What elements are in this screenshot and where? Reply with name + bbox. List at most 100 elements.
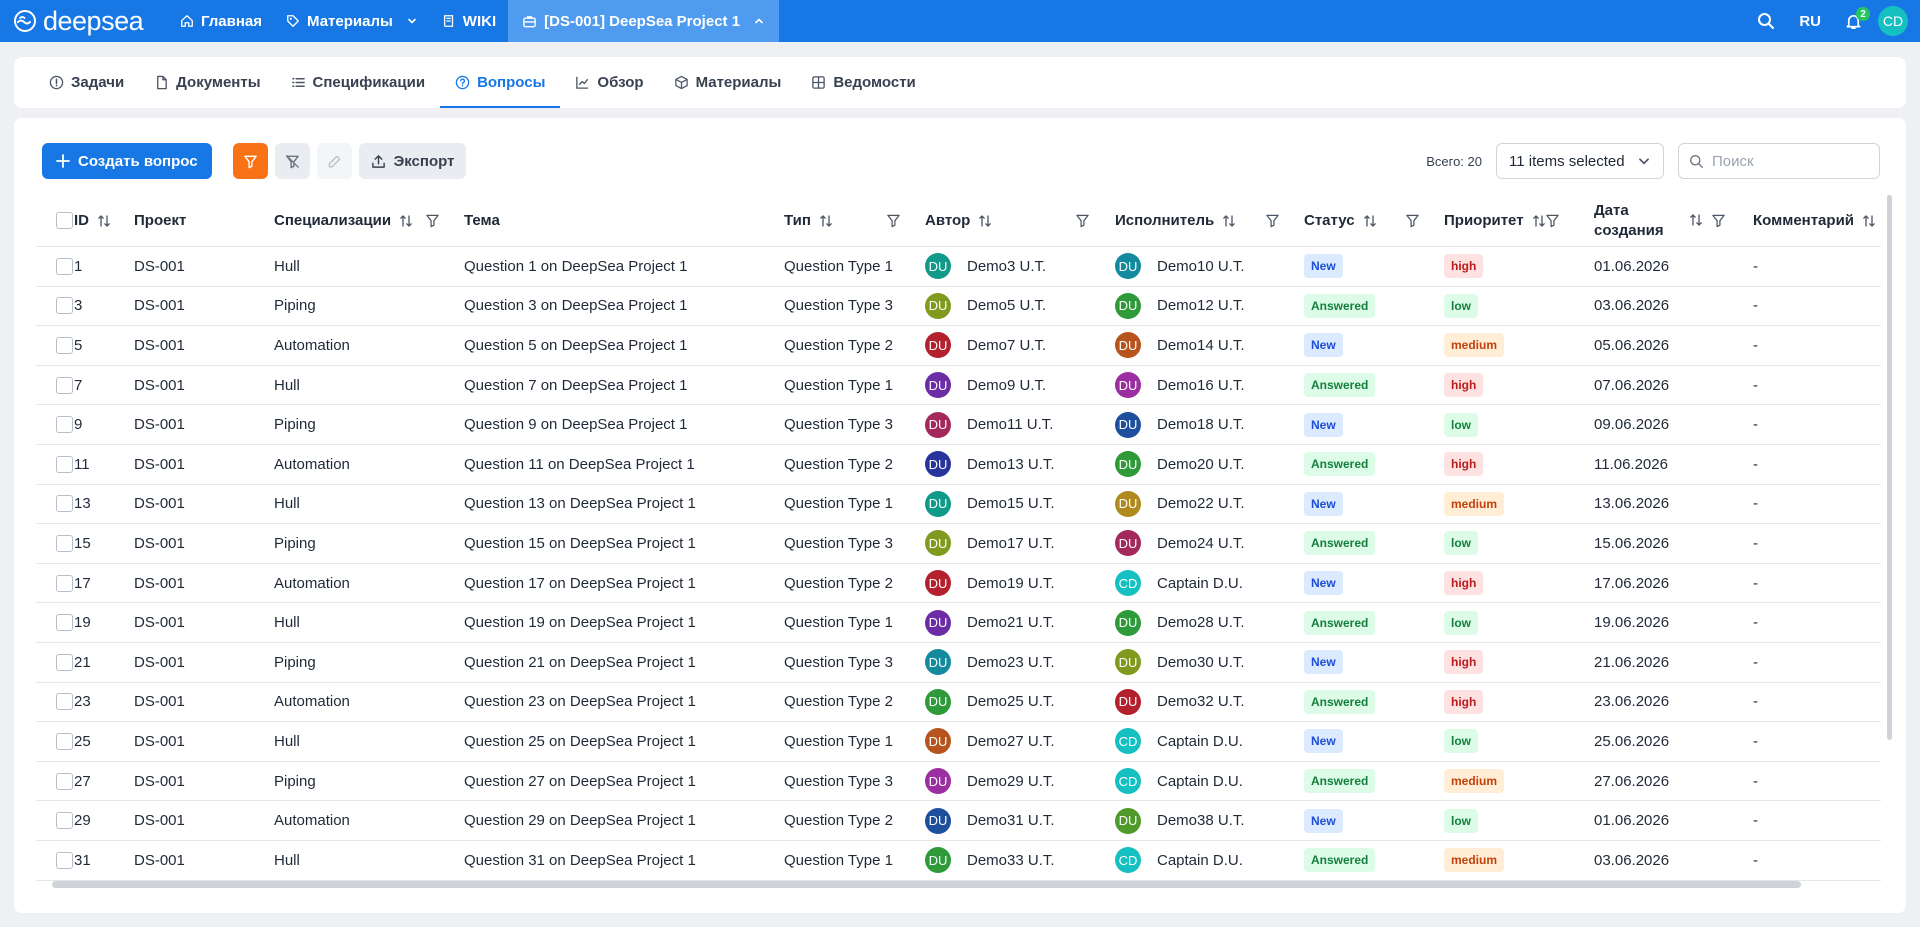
- row-checkbox[interactable]: [56, 247, 73, 286]
- cell-topic[interactable]: Question 27 on DeepSea Project 1: [464, 772, 696, 790]
- header-priority[interactable]: Приоритет: [1444, 195, 1546, 246]
- row-checkbox[interactable]: [56, 603, 73, 642]
- filter-icon[interactable]: [425, 213, 440, 228]
- select-all-checkbox[interactable]: [56, 195, 73, 246]
- table-row[interactable]: 9 DS-001 Piping Question 9 on DeepSea Proje…: [36, 405, 1881, 445]
- row-checkbox[interactable]: [56, 643, 73, 682]
- table-row[interactable]: 19 DS-001 Hull Question 19 on DeepSea Proje…: [36, 603, 1881, 643]
- nav-home[interactable]: Главная: [168, 0, 274, 42]
- row-checkbox[interactable]: [56, 762, 73, 801]
- row-checkbox[interactable]: [56, 485, 73, 524]
- tab-registers[interactable]: Ведомости: [796, 57, 930, 108]
- tab-questions[interactable]: Вопросы: [440, 57, 561, 108]
- cell-topic[interactable]: Question 5 on DeepSea Project 1: [464, 336, 688, 354]
- tab-tasks[interactable]: Задачи: [34, 57, 139, 108]
- user-avatar[interactable]: CD: [1878, 6, 1908, 36]
- filter-icon[interactable]: [886, 213, 901, 228]
- row-checkbox[interactable]: [56, 326, 73, 365]
- row-checkbox[interactable]: [56, 683, 73, 722]
- table-row[interactable]: 23 DS-001 Automation Question 23 on DeepSea…: [36, 683, 1881, 723]
- columns-select[interactable]: 11 items selected: [1496, 143, 1664, 179]
- header-spec[interactable]: Специализации: [274, 195, 413, 246]
- cell-topic[interactable]: Question 15 on DeepSea Project 1: [464, 534, 696, 552]
- table-row[interactable]: 3 DS-001 Piping Question 3 on DeepSea Proje…: [36, 287, 1881, 327]
- header-type[interactable]: Тип: [784, 195, 833, 246]
- sort-icon[interactable]: [819, 214, 833, 228]
- row-checkbox[interactable]: [56, 524, 73, 563]
- cell-priority: high: [1444, 247, 1484, 286]
- table-row[interactable]: 21 DS-001 Piping Question 21 on DeepSea Pro…: [36, 643, 1881, 683]
- search-input[interactable]: Поиск: [1678, 143, 1880, 179]
- tab-overview[interactable]: Обзор: [560, 57, 658, 108]
- row-checkbox[interactable]: [56, 366, 73, 405]
- header-status[interactable]: Статус: [1304, 195, 1377, 246]
- create-question-button[interactable]: Создать вопрос: [42, 143, 212, 179]
- row-checkbox[interactable]: [56, 445, 73, 484]
- cell-topic[interactable]: Question 23 on DeepSea Project 1: [464, 693, 696, 711]
- global-search-button[interactable]: [1745, 0, 1787, 42]
- nav-materials[interactable]: Материалы: [274, 0, 430, 42]
- filter-icon[interactable]: [1711, 213, 1726, 228]
- sort-icon[interactable]: [1222, 214, 1236, 228]
- sort-icon[interactable]: [399, 214, 413, 228]
- sort-icon[interactable]: [1862, 214, 1876, 228]
- cell-topic[interactable]: Question 19 on DeepSea Project 1: [464, 614, 696, 632]
- cell-topic[interactable]: Question 11 on DeepSea Project 1: [464, 455, 695, 473]
- tab-specifications[interactable]: Спецификации: [276, 57, 441, 108]
- export-button[interactable]: Экспорт: [358, 143, 467, 179]
- table-row[interactable]: 27 DS-001 Piping Question 27 on DeepSea Pro…: [36, 762, 1881, 802]
- app-logo[interactable]: deepsea: [0, 7, 168, 35]
- table-row[interactable]: 25 DS-001 Hull Question 25 on DeepSea Proje…: [36, 722, 1881, 762]
- row-checkbox[interactable]: [56, 801, 73, 840]
- header-assignee[interactable]: Исполнитель: [1115, 195, 1236, 246]
- language-switcher[interactable]: RU: [1799, 12, 1821, 30]
- cell-topic[interactable]: Question 29 on DeepSea Project 1: [464, 812, 696, 830]
- tab-documents[interactable]: Документы: [139, 57, 275, 108]
- table-row[interactable]: 7 DS-001 Hull Question 7 on DeepSea Project…: [36, 366, 1881, 406]
- sort-icon[interactable]: [1689, 213, 1703, 227]
- table-row[interactable]: 11 DS-001 Automation Question 11 on DeepSea…: [36, 445, 1881, 485]
- cell-topic[interactable]: Question 17 on DeepSea Project 1: [464, 574, 696, 592]
- row-checkbox[interactable]: [56, 287, 73, 326]
- row-checkbox[interactable]: [56, 405, 73, 444]
- table-row[interactable]: 5 DS-001 Automation Question 5 on DeepSea P…: [36, 326, 1881, 366]
- clear-filters-button[interactable]: [274, 143, 310, 179]
- table-row[interactable]: 15 DS-001 Piping Question 15 on DeepSea Pro…: [36, 524, 1881, 564]
- notifications-button[interactable]: 2: [1833, 0, 1874, 42]
- row-checkbox[interactable]: [56, 841, 73, 880]
- filter-icon[interactable]: [1545, 213, 1560, 228]
- header-author[interactable]: Автор: [925, 195, 992, 246]
- edit-button[interactable]: [316, 143, 352, 179]
- sort-icon[interactable]: [1363, 214, 1377, 228]
- header-created[interactable]: Дата создания: [1594, 195, 1664, 246]
- table-row[interactable]: 17 DS-001 Automation Question 17 on DeepSea…: [36, 564, 1881, 604]
- cell-topic[interactable]: Question 9 on DeepSea Project 1: [464, 416, 688, 434]
- table-row[interactable]: 31 DS-001 Hull Question 31 on DeepSea Proje…: [36, 841, 1881, 881]
- filter-icon[interactable]: [1405, 213, 1420, 228]
- tab-materials[interactable]: Материалы: [659, 57, 797, 108]
- row-checkbox[interactable]: [56, 564, 73, 603]
- header-comment[interactable]: Комментарий: [1753, 195, 1876, 246]
- cell-topic[interactable]: Question 25 on DeepSea Project 1: [464, 732, 696, 750]
- sort-icon[interactable]: [1532, 214, 1546, 228]
- cell-topic[interactable]: Question 1 on DeepSea Project 1: [464, 257, 688, 275]
- filter-icon[interactable]: [1075, 213, 1090, 228]
- sort-icon[interactable]: [97, 214, 111, 228]
- header-id[interactable]: ID: [74, 195, 111, 246]
- sort-icon[interactable]: [978, 214, 992, 228]
- nav-wiki[interactable]: WIKI: [430, 0, 508, 42]
- table-row[interactable]: 29 DS-001 Automation Question 29 on DeepSea…: [36, 801, 1881, 841]
- cell-topic[interactable]: Question 13 on DeepSea Project 1: [464, 495, 696, 513]
- cell-topic[interactable]: Question 31 on DeepSea Project 1: [464, 851, 696, 869]
- filter-icon[interactable]: [1265, 213, 1280, 228]
- row-checkbox[interactable]: [56, 722, 73, 761]
- horizontal-scrollbar[interactable]: [52, 881, 1801, 888]
- table-row[interactable]: 13 DS-001 Hull Question 13 on DeepSea Proje…: [36, 485, 1881, 525]
- filter-toggle-button[interactable]: [232, 143, 268, 179]
- nav-project[interactable]: [DS-001] DeepSea Project 1: [508, 0, 780, 42]
- cell-topic[interactable]: Question 7 on DeepSea Project 1: [464, 376, 688, 394]
- table-row[interactable]: 1 DS-001 Hull Question 1 on DeepSea Project…: [36, 247, 1881, 287]
- cell-topic[interactable]: Question 3 on DeepSea Project 1: [464, 297, 688, 315]
- vertical-scrollbar[interactable]: [1887, 195, 1892, 740]
- cell-topic[interactable]: Question 21 on DeepSea Project 1: [464, 653, 696, 671]
